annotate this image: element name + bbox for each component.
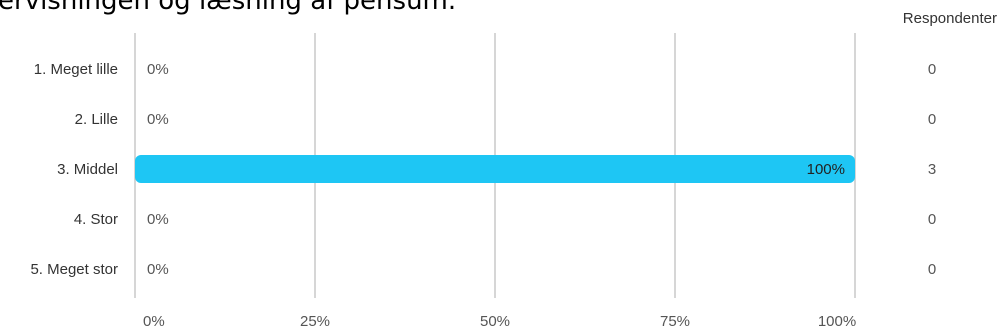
x-tick-label: 50% [480,313,510,330]
respondent-count: 0 [928,211,936,228]
category-label: 3. Middel [57,161,118,178]
bar-value-label: 0% [147,61,169,78]
x-tick-label: 0% [143,313,165,330]
bar-value-label: 0% [147,211,169,228]
respondents-column-header: Respondenter [902,10,997,27]
respondent-count: 0 [928,111,936,128]
bar-value-label: 0% [147,261,169,278]
respondent-count: 0 [928,261,936,278]
x-tick-label: 25% [300,313,330,330]
category-label: 4. Stor [74,211,118,228]
bar-value-label: 0% [147,111,169,128]
respondent-count: 0 [928,61,936,78]
x-tick-label: 100% [818,313,856,330]
category-label: 5. Meget stor [30,261,118,278]
x-tick-label: 75% [660,313,690,330]
category-label: 2. Lille [75,111,118,128]
chart-title: ervisningen og læsning af pensum. [0,0,457,16]
bar [135,155,855,183]
bar-value-label: 100% [807,161,845,178]
respondent-count: 3 [928,161,936,178]
category-label: 1. Meget lille [34,61,118,78]
